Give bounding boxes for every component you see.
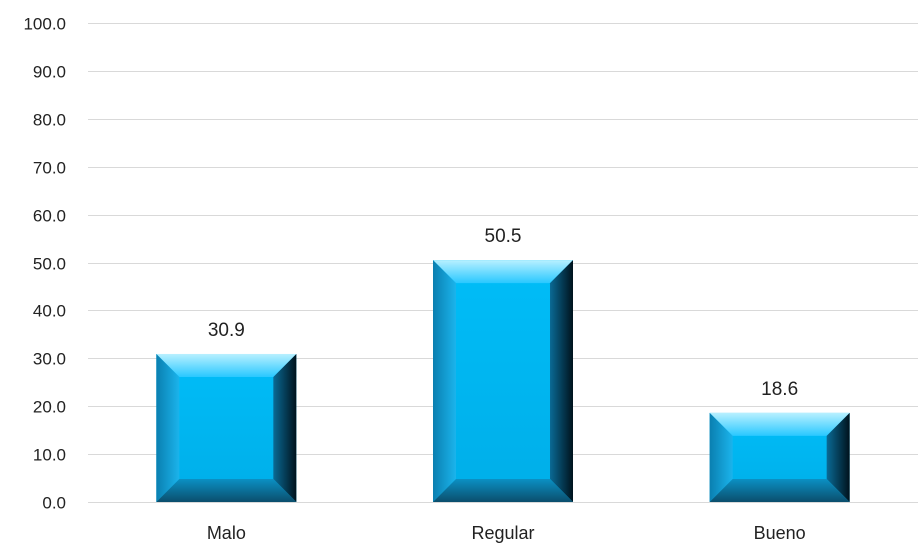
- x-tick-label: Regular: [471, 523, 534, 543]
- bar-face: [156, 353, 297, 502]
- bar-bevel-left: [433, 260, 456, 502]
- y-tick-label: 100.0: [23, 15, 66, 34]
- x-tick-label: Bueno: [754, 523, 806, 543]
- bar-regular: [433, 260, 573, 502]
- y-tick-label: 30.0: [33, 350, 66, 369]
- bar-bevel-left: [156, 353, 180, 502]
- x-tick-label: Malo: [207, 523, 246, 543]
- bars: 30.9 50.5 18.6: [156, 226, 850, 502]
- bar-bevel-left: [709, 412, 733, 502]
- data-label: 50.5: [485, 226, 522, 247]
- bar-face: [433, 260, 573, 502]
- y-tick-label: 50.0: [33, 255, 66, 274]
- x-axis: Malo Regular Bueno: [207, 523, 806, 543]
- bar-bevel-top: [433, 260, 573, 284]
- data-label: 30.9: [208, 320, 245, 341]
- y-tick-label: 80.0: [33, 111, 66, 130]
- bar-bueno: [709, 412, 850, 502]
- bar-bevel-bottom: [156, 479, 297, 502]
- bar-malo: [156, 353, 297, 502]
- bar-bevel-bottom: [709, 479, 850, 502]
- y-tick-label: 20.0: [33, 398, 66, 417]
- bar-bevel-top: [156, 353, 297, 377]
- bar-bevel-right: [273, 353, 297, 502]
- y-tick-label: 0.0: [42, 494, 66, 513]
- y-axis: 0.0 10.0 20.0 30.0 40.0 50.0 60.0 70.0 80.0 90.0 1…: [23, 15, 66, 513]
- y-tick-label: 70.0: [33, 159, 66, 178]
- bar-bevel-right: [826, 412, 850, 502]
- y-tick-label: 90.0: [33, 63, 66, 82]
- data-label: 18.6: [761, 379, 798, 400]
- bar-bevel-right: [550, 260, 573, 502]
- y-tick-label: 60.0: [33, 207, 66, 226]
- bar-bevel-top: [709, 412, 850, 436]
- y-tick-label: 10.0: [33, 446, 66, 465]
- y-tick-label: 40.0: [33, 302, 66, 321]
- bar-bevel-bottom: [433, 479, 573, 502]
